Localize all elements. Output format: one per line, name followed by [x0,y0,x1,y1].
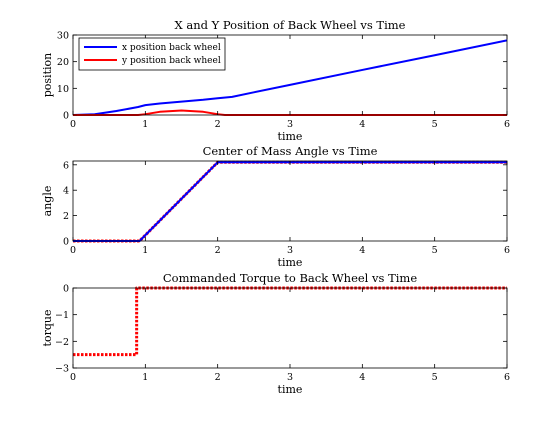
legend-box [78,37,226,71]
x-tick-label: 6 [504,119,510,130]
y-tick-label: −3 [55,364,69,375]
x-axis-label: time [278,130,303,143]
x-tick-label: 2 [215,245,221,256]
x-tick-label: 3 [287,245,293,256]
x-tick-label: 5 [432,245,438,256]
x-tick-label: 1 [142,119,148,130]
x-tick-label: 5 [432,372,438,383]
y-tick-label: 10 [57,84,69,95]
y-tick-label: 6 [63,160,69,171]
plot-area [73,161,507,241]
x-tick-label: 1 [142,245,148,256]
chart-title: Commanded Torque to Back Wheel vs Time [163,271,417,285]
chart-panel-1: 0 1 2 3 4 5 6 0 10 20 30 X and Y Position of Back W… [41,18,510,143]
legend-label: y position back wheel [121,56,221,66]
y-tick-label: 0 [63,237,69,248]
x-tick-label: 4 [359,119,365,130]
y-axis-label: angle [41,186,54,217]
y-axis-label: torque [41,310,54,347]
series-line-1 [73,286,507,357]
legend-label: x position back wheel [122,43,221,53]
x-axis-label: time [278,383,303,396]
x-tick-label: 4 [359,372,365,383]
x-tick-label: 2 [215,372,221,383]
y-tick-label: 30 [57,31,69,42]
y-tick-label: 2 [63,211,69,222]
x-tick-label: 0 [70,245,76,256]
x-tick-label: 0 [70,119,76,130]
x-tick-label: 1 [142,372,148,383]
x-tick-label: 0 [70,372,76,383]
y-tick-label: −1 [55,310,69,321]
chart-panel-2: 0 1 2 3 4 5 6 0 2 4 6 Center of Mass Angle vs Time t… [41,144,510,269]
y-tick-label: 4 [63,186,69,197]
y-tick-label: 0 [63,284,69,295]
x-tick-label: 3 [287,372,293,383]
plot-area [73,288,507,368]
legend: x position back wheel y position back whe… [78,37,226,71]
y-tick-label: −2 [55,337,69,348]
y-tick-label: 20 [57,57,69,68]
y-tick-label: 0 [63,111,69,122]
series-group [73,286,507,357]
y-axis-label: position [41,53,54,97]
x-tick-label: 6 [504,372,510,383]
series-line-1 [73,39,507,116]
chart-panel-3: 0 1 2 3 4 5 6 −3 −2 −1 0 Commanded Torque to Back W… [41,271,510,396]
x-tick-label: 2 [215,119,221,130]
x-tick-label: 3 [287,119,293,130]
x-tick-label: 6 [504,245,510,256]
chart-title: Center of Mass Angle vs Time [203,144,378,158]
x-tick-label: 5 [432,119,438,130]
x-axis-label: time [278,256,303,269]
x-tick-label: 4 [359,245,365,256]
chart-title: X and Y Position of Back Wheel vs Time [175,18,406,32]
